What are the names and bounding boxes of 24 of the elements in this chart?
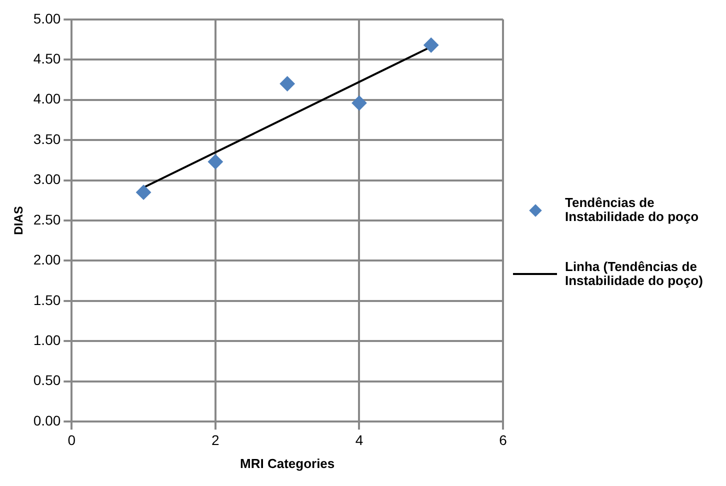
x-tick-label: 0 <box>68 432 76 448</box>
y-tick-label: 1.50 <box>33 292 61 308</box>
point <box>136 184 152 200</box>
x-tick-label: 6 <box>499 432 508 448</box>
y-tick-label: 2.50 <box>33 211 61 228</box>
x-tick-label: 4 <box>355 432 364 448</box>
x-axis-title: MRI Categories <box>240 456 335 471</box>
y-tick-label: 3.50 <box>33 130 61 147</box>
point <box>208 154 223 170</box>
y-axis-title: DIAS <box>12 206 26 235</box>
y-tick-label: 5.00 <box>33 10 61 26</box>
x-tick-label: 2 <box>212 432 220 448</box>
y-tick-label: 3.00 <box>33 171 61 188</box>
legend-label: Tendências de Instabilidade do poço <box>565 195 700 224</box>
point <box>424 38 439 53</box>
y-tick-label: 4.00 <box>33 90 61 107</box>
point <box>352 96 367 111</box>
y-tick-label: 0.00 <box>33 412 61 428</box>
y-tick-label: 2.00 <box>33 252 61 268</box>
point <box>280 76 295 92</box>
legend-label: Linha (Tendências de Instabilidade do poço) <box>565 259 704 288</box>
y-tick-label: 4.50 <box>33 50 61 66</box>
y-tick-label: 1.00 <box>33 332 61 348</box>
y-tick-label: 0.50 <box>33 372 61 388</box>
